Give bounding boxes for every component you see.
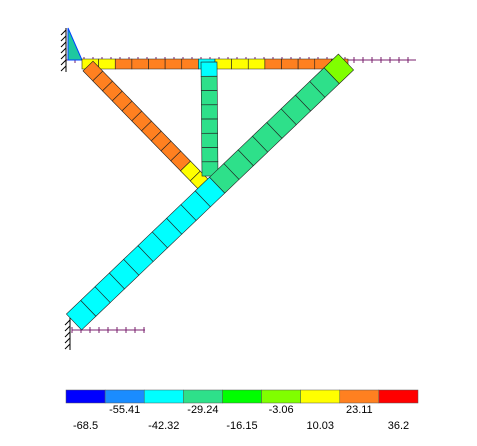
support-hatch <box>60 59 67 66</box>
beam-cell <box>231 58 249 70</box>
colorbar: -68.5 -55.41 -42.32 -29.24 -16.15 -3.06 10.03 2… <box>65 389 419 432</box>
beam-cell <box>181 58 199 70</box>
colorbar-bin <box>300 389 341 404</box>
support <box>67 27 83 61</box>
support-hatch <box>64 331 71 338</box>
support-hatch <box>60 47 67 54</box>
colorbar-bin <box>222 389 262 404</box>
support-hatch <box>60 41 67 48</box>
support-hatch <box>60 65 67 72</box>
support-hatch <box>64 319 71 326</box>
colorbar-label: -55.41 <box>109 404 140 416</box>
beam-cell <box>201 147 219 163</box>
beam-cell <box>148 58 166 70</box>
support-hatch <box>64 337 71 344</box>
colorbar-label: 23.11 <box>346 404 373 416</box>
beam-cell <box>201 104 218 120</box>
beam-cell <box>297 58 316 70</box>
colorbar-label: -68.5 <box>73 420 98 432</box>
colorbar-label: -29.24 <box>187 404 218 416</box>
colorbar-label: -42.32 <box>148 420 179 432</box>
beam-cell <box>201 132 219 148</box>
support-hatch <box>60 53 67 60</box>
support-hatch <box>60 29 67 36</box>
beam-cell <box>200 90 218 106</box>
colorbar-bin <box>261 389 301 404</box>
beam-cell <box>200 75 218 91</box>
support-hatch <box>60 35 67 42</box>
beam-cell <box>214 58 232 70</box>
colorbar-bin <box>378 389 419 404</box>
beam-cell <box>131 58 149 70</box>
beam-cell <box>114 58 133 70</box>
colorbar-label: 36.2 <box>388 420 409 432</box>
colorbar-label: -3.06 <box>269 404 294 416</box>
support-hatch <box>64 325 71 332</box>
beam-cell <box>98 58 116 70</box>
colorbar-label: 10.03 <box>306 420 334 432</box>
beam-cell <box>264 58 282 70</box>
colorbar-bin <box>65 389 106 404</box>
beam-cell <box>201 118 218 134</box>
colorbar-bin <box>183 389 223 404</box>
colorbar-label: -16.15 <box>226 420 257 432</box>
beam-cell <box>164 58 183 70</box>
colorbar-bin <box>104 389 145 404</box>
beam-cell <box>200 61 218 77</box>
beam-cell <box>323 53 355 85</box>
colorbar-bin <box>143 389 184 404</box>
colorbar-bin <box>339 389 380 404</box>
beam-cell <box>247 58 266 70</box>
support-hatch <box>64 343 71 350</box>
structure <box>60 27 416 350</box>
beam-cell <box>281 58 299 70</box>
